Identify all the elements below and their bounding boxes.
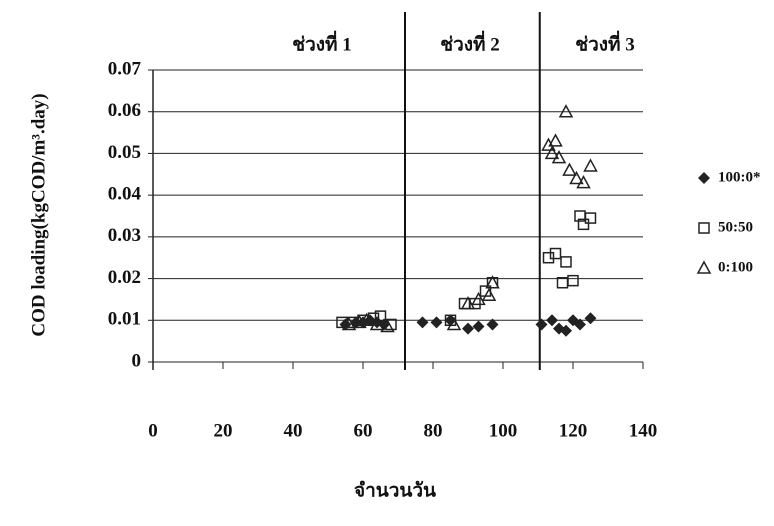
marker-triangle [564,164,576,175]
x-tick-label: 60 [354,420,373,441]
marker-square [561,257,571,267]
x-tick-label: 20 [214,420,233,441]
marker-square [544,253,554,263]
phase-label: ช่วงที่ 3 [575,30,635,55]
marker-diamond [585,312,597,324]
y-tick-label: 0.04 [108,184,142,205]
x-tick-label: 140 [629,420,658,441]
marker-diamond [417,316,429,328]
marker-square [586,213,596,223]
marker-square [568,276,578,286]
legend-label: 0:100 [718,259,753,275]
y-axis-label: COD loading(kgCOD/m³.day) [28,93,49,336]
marker-square [551,249,561,259]
phase-label: ช่วงที่ 2 [440,30,500,55]
y-tick-label: 0 [132,350,142,371]
y-tick-label: 0.01 [108,309,141,330]
legend-label: 50:50 [718,219,753,235]
y-tick-label: 0.05 [108,142,141,163]
marker-triangle [483,289,495,300]
chart: COD loading(kgCOD/m³.day) จำนวนวัน 0 0.01… [0,0,774,526]
x-tick-label: 40 [284,420,303,441]
phase-label: ช่วงที่ 1 [292,30,352,55]
y-tick-label: 0.02 [108,267,141,288]
x-tick-label: 100 [489,420,518,441]
x-tick-label: 80 [424,420,443,441]
x-tick-label: 120 [559,420,588,441]
marker-triangle [698,262,710,273]
marker-diamond [473,321,485,333]
x-tick-label: 0 [148,420,158,441]
y-tick-label: 0.06 [108,100,141,121]
marker-square [558,278,568,288]
marker-diamond [431,316,443,328]
y-tick-label: 0.03 [108,225,141,246]
marker-diamond [546,314,558,326]
y-tick-label: 0.07 [108,58,142,79]
marker-triangle [585,160,597,171]
marker-square [699,223,709,233]
x-axis-label: จำนวนวัน [354,480,436,501]
marker-diamond [698,172,710,184]
marker-diamond [462,323,474,335]
legend-label: 100:0* [718,169,761,185]
